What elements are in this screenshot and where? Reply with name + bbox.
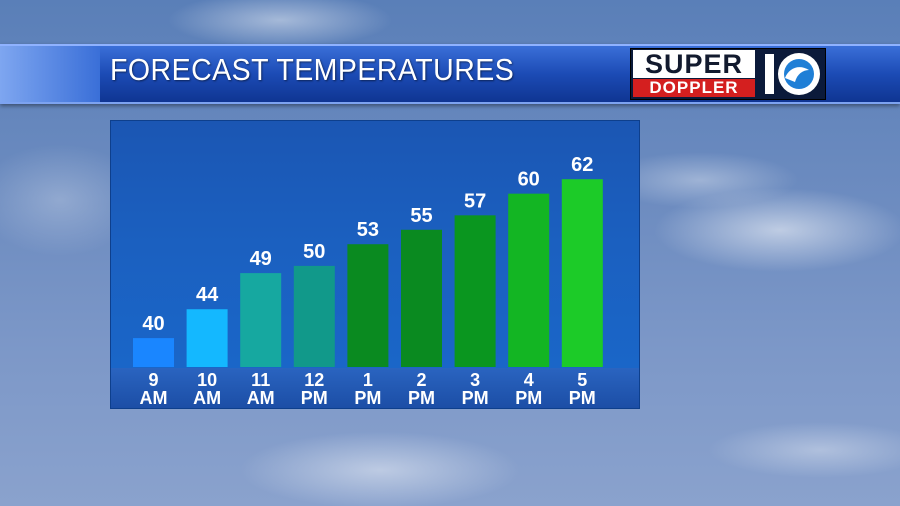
bar-1 — [186, 309, 228, 367]
x-tick-label-2-0: 11 — [251, 370, 270, 390]
data-label-4: 53 — [357, 219, 379, 241]
bar-8 — [561, 179, 603, 367]
title-bar-accent — [0, 46, 100, 102]
x-tick-label-6-0: 3 — [470, 370, 480, 390]
data-label-6: 57 — [464, 190, 486, 212]
logo-doppler-text: DOPPLER — [633, 79, 755, 97]
station-logo: SUPER DOPPLER — [630, 48, 826, 100]
data-label-8: 62 — [571, 154, 593, 176]
data-label-0: 40 — [142, 313, 164, 335]
x-tick-label-3-1: PM — [301, 388, 328, 408]
x-tick-label-8-0: 5 — [577, 370, 587, 390]
bar-2 — [240, 273, 282, 367]
x-tick-label-4-0: 1 — [363, 370, 373, 390]
x-tick-label-1-1: AM — [193, 388, 221, 408]
x-tick-label-3-0: 12 — [304, 370, 324, 390]
bar-3 — [293, 265, 335, 367]
data-label-2: 49 — [250, 248, 272, 270]
channel-10-icon — [765, 53, 820, 95]
x-tick-label-5-1: PM — [408, 388, 435, 408]
x-tick-label-0-1: AM — [140, 388, 168, 408]
data-label-3: 50 — [303, 241, 325, 263]
x-tick-label-0-0: 9 — [148, 370, 158, 390]
bar-5 — [401, 229, 442, 367]
x-tick-label-7-1: PM — [515, 388, 542, 408]
x-tick-label-6-1: PM — [462, 388, 489, 408]
x-tick-label-1-0: 10 — [197, 370, 217, 390]
data-label-5: 55 — [410, 205, 432, 227]
x-tick-label-7-0: 4 — [524, 370, 534, 390]
x-tick-label-8-1: PM — [569, 388, 596, 408]
x-tick-label-5-0: 2 — [416, 370, 426, 390]
page-title: FORECAST TEMPERATURES — [110, 52, 515, 87]
logo-super-text: SUPER — [633, 50, 755, 78]
bar-4 — [347, 244, 389, 367]
x-tick-label-4-1: PM — [354, 388, 381, 408]
data-label-1: 44 — [196, 284, 219, 306]
data-label-7: 60 — [518, 169, 540, 191]
bar-0 — [133, 338, 174, 367]
x-tick-label-2-1: AM — [247, 388, 275, 408]
x-axis-label-strip — [110, 368, 640, 409]
bar-7 — [508, 193, 550, 367]
bar-6 — [454, 215, 496, 367]
